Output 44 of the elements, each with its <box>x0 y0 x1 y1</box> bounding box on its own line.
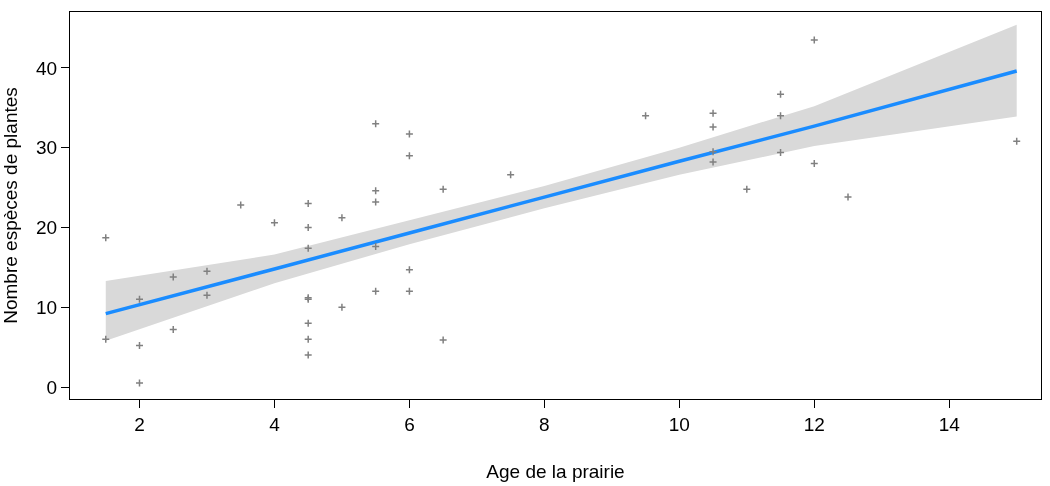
x-tick-label: 14 <box>938 413 961 435</box>
point <box>101 334 111 344</box>
y-axis-title: Nombre espèces de plantes <box>0 87 21 324</box>
x-tick-label: 2 <box>134 413 145 435</box>
point <box>202 267 212 276</box>
x-axis-title: Age de la prairie <box>486 460 625 482</box>
point <box>742 184 752 194</box>
point <box>101 233 111 243</box>
line-series <box>104 69 1019 316</box>
point <box>168 325 178 334</box>
x-tick-label: 4 <box>269 413 281 435</box>
point <box>303 334 313 344</box>
x-tick-label: 8 <box>539 413 550 435</box>
point <box>405 129 414 139</box>
point <box>303 318 313 328</box>
point <box>708 109 718 118</box>
point <box>303 199 313 208</box>
point <box>438 335 448 345</box>
y-tick-label: 40 <box>36 57 58 79</box>
point <box>337 302 347 312</box>
point <box>810 35 819 45</box>
point <box>438 184 448 194</box>
point <box>776 89 785 99</box>
x-tick-label: 12 <box>803 413 825 435</box>
y-tick-label: 20 <box>36 217 58 239</box>
y-tick-label: 30 <box>36 137 58 159</box>
point <box>303 243 313 253</box>
x-tick-label: 6 <box>404 413 415 435</box>
y-tick-label: 0 <box>46 376 58 398</box>
point <box>843 192 853 202</box>
point <box>135 378 144 388</box>
point <box>371 197 380 207</box>
y-tick-label: 10 <box>36 296 58 318</box>
point <box>337 213 347 223</box>
point <box>303 350 313 360</box>
point <box>202 291 212 300</box>
point <box>506 170 515 180</box>
point <box>708 147 718 156</box>
x-tick-label: 10 <box>668 413 690 435</box>
point <box>236 200 245 210</box>
point <box>708 122 718 132</box>
point <box>708 157 718 167</box>
point <box>168 272 178 282</box>
point <box>303 223 313 232</box>
